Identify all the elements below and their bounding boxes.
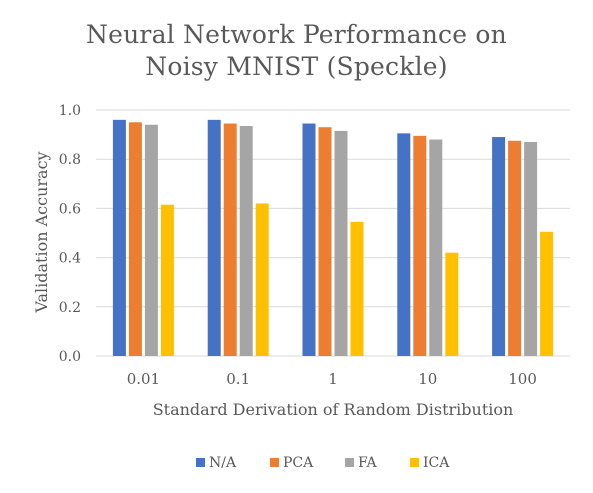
legend-swatch [345,458,354,467]
bar-pca-1 [318,127,332,356]
y-axis-label: Validation Accuracy [32,151,51,313]
y-tick-label: 0.6 [59,201,81,217]
x-tick-label: 0.1 [226,370,250,388]
legend-label: ICA [423,455,450,471]
legend-label: N/A [209,455,237,471]
bar-ica-10 [445,252,459,356]
x-tick-labels: 0.01 0.1 1 10 100 [127,370,537,388]
legend-swatch [270,458,279,467]
bar-na-100 [492,137,506,356]
x-axis-label: Standard Derivation of Random Distributi… [153,400,514,419]
legend-swatch [196,458,205,467]
bars [112,119,554,357]
y-tick-label: 1.0 [59,103,81,119]
x-tick-label: 10 [418,370,437,388]
x-tick-label: 1 [328,370,338,388]
bar-fa-1 [334,130,348,356]
x-tick-label: 100 [508,370,537,388]
y-tick-label: 0.0 [59,349,81,365]
legend-label: FA [358,455,377,471]
bar-pca-10 [413,135,427,356]
bar-ica-0.1 [255,203,269,356]
bar-na-1 [302,123,316,356]
chart-title-line-2: Noisy MNIST (Speckle) [145,52,448,81]
legend: N/A PCA FA ICA [196,455,450,471]
bar-na-10 [397,133,411,356]
legend-swatch [410,458,419,467]
bar-ica-1 [350,221,364,356]
bar-pca-100 [508,140,522,356]
bar-pca-0.1 [223,123,237,356]
x-tick-label: 0.01 [127,370,160,388]
bar-na-0.1 [207,119,221,356]
bar-ica-100 [540,231,554,356]
bar-fa-100 [524,141,538,356]
y-tick-labels: 0.0 0.2 0.4 0.6 0.8 1.0 [59,103,81,365]
bar-na-0.01 [112,119,126,356]
y-tick-label: 0.2 [59,300,81,316]
bar-fa-10 [429,139,443,356]
bar-fa-0.01 [144,124,158,356]
chart-title-line-1: Neural Network Performance on [86,20,507,49]
legend-label: PCA [283,455,314,471]
bar-fa-0.1 [239,125,253,357]
gridlines [96,109,570,357]
y-tick-label: 0.8 [59,152,81,168]
y-tick-label: 0.4 [59,251,81,267]
bar-pca-0.01 [128,122,142,356]
bar-ica-0.01 [160,204,174,356]
